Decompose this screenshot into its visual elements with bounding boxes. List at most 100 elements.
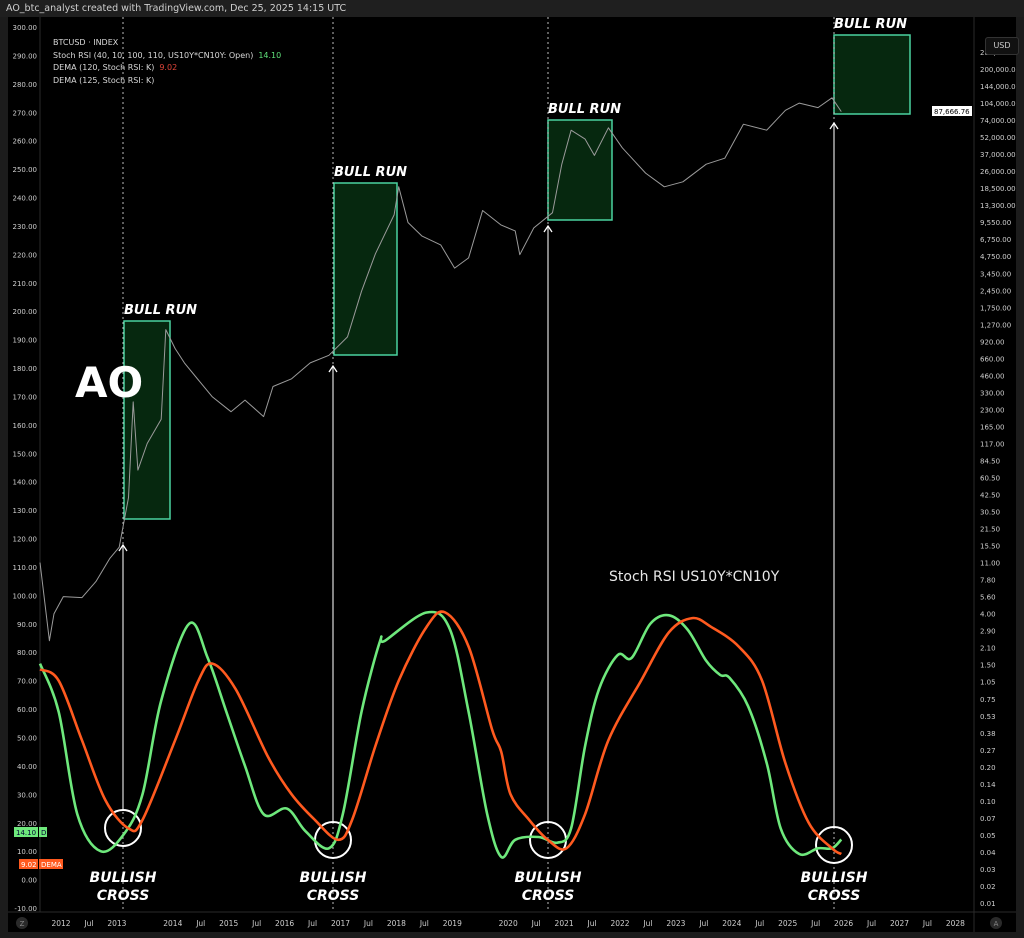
bull-run-box [833,34,911,115]
right-axis-tick: 42.50 [980,492,1000,500]
right-axis-tick: 60.50 [980,475,1000,483]
currency-button[interactable]: USD [985,37,1019,55]
right-axis-tick: 1.50 [980,662,996,670]
bullish-cross-label: CROSS [97,888,150,904]
indicator-title: Stoch RSI US10Y*CN10Y [609,569,780,585]
right-axis-tick: 104,000.00 [980,100,1016,108]
right-axis-tick: 7.80 [980,577,996,585]
left-axis-tick: 40.00 [17,763,37,771]
right-axis-tick: 660.00 [980,355,1005,363]
left-axis-tick: 190.00 [13,337,38,345]
time-axis-tick: 2020 [499,919,518,928]
left-axis-tick: 0.00 [21,877,37,885]
time-axis-tick: 2015 [219,919,238,928]
chart-panel[interactable]: 300.00 290.00 280.00 270.00 260.00 250.00 240.… [8,17,1019,932]
time-axis-tick: Jul [922,919,932,928]
right-axis-tick: 144,000.00 [980,83,1016,91]
right-axis-tick: 21.50 [980,526,1000,534]
right-axis-tick: 1,270.00 [980,321,1011,329]
right-axis-tick: 0.05 [980,832,996,840]
stoch-label-badge-bg [39,827,47,837]
time-axis-tick: 2019 [443,919,462,928]
bull-run-box [333,182,398,356]
dema-value-badge-bg [19,859,38,869]
btc-price-line [39,97,842,642]
right-axis-tick: 0.75 [980,696,996,704]
left-axis-tick: 110.00 [13,564,38,572]
auto-scale-button[interactable] [990,917,1002,929]
left-axis-tick: 250.00 [13,166,38,174]
time-axis-tick: 2023 [666,919,685,928]
chart-title: AO_btc_analyst created with TradingView.… [6,3,347,14]
right-axis-tick: 0.07 [980,815,996,823]
legend-stoch-value: 14.10 [258,50,282,60]
right-axis-tick: 0.01 [980,900,996,908]
bull-run-label: BULL RUN [548,102,621,117]
legend-stoch: Stoch RSI (40, 10, 100, 110, US10Y*CN10Y… [53,50,281,63]
time-axis-tick: 2013 [107,919,126,928]
zoom-toggle-button[interactable] [16,917,28,929]
time-axis-tick: 2012 [51,919,70,928]
right-axis-tick: 0.20 [980,764,996,772]
right-axis-tick: 84.50 [980,457,1000,465]
time-axis-tick: Jul [810,919,820,928]
left-axis-tick: 300.00 [13,24,38,32]
left-axis-tick: -10.00 [14,905,37,913]
dema-line [39,610,842,856]
right-axis-tick: 230.00 [980,406,1005,414]
time-axis-tick: 2017 [331,919,350,928]
left-axis-tick: 280.00 [13,81,38,89]
bullish-cross-label: BULLISH [801,870,868,886]
right-axis-tick: 4,750.00 [980,253,1011,261]
right-axis-tick: 26,000.00 [980,168,1016,176]
right-axis-tick: 9,550.00 [980,219,1011,227]
bull-run-label: BULL RUN [124,303,197,318]
auto-scale-label: A [994,920,999,928]
time-axis-tick: 2026 [834,919,853,928]
chart-title-bar: AO_btc_analyst created with TradingView.… [0,0,1024,17]
bullish-cross-label: BULLISH [300,870,367,886]
right-axis-tick: 1.05 [980,679,996,687]
left-axis-tick: 150.00 [13,450,38,458]
time-axis-tick: Jul [698,919,708,928]
left-axis-tick: 90.00 [17,621,37,629]
left-axis-tick: 120.00 [13,536,38,544]
right-axis-tick: 2,450.00 [980,287,1011,295]
right-axis-tick: 37,000.00 [980,151,1016,159]
chart-canvas[interactable]: 300.00 290.00 280.00 270.00 260.00 250.00 240.… [8,17,1016,932]
time-axis-tick: 2014 [163,919,182,928]
time-axis-tick: 2024 [722,919,741,928]
left-axis-tick: 100.00 [13,592,38,600]
stoch-value-badge-bg [14,827,38,837]
left-axis-tick: 70.00 [17,678,37,686]
right-axis-tick: 165.00 [980,423,1005,431]
left-axis-tick: 60.00 [17,706,37,714]
right-axis-tick: 0.27 [980,747,996,755]
bullish-cross-circle [104,809,142,847]
right-axis-tick: 13,300.00 [980,202,1016,210]
right-axis-tick: 3,450.00 [980,270,1011,278]
time-axis-tick: 2018 [387,919,406,928]
right-axis-tick: 18,500.00 [980,185,1016,193]
time-axis-tick: Jul [83,919,93,928]
legend-dema1: DEMA (120, Stoch RSI: K) 9.02 [53,62,281,75]
left-axis-tick: 270.00 [13,109,38,117]
arrow-up-icon [328,364,338,373]
right-axis-tick: 0.14 [980,781,996,789]
left-axis-tick: 140.00 [13,479,38,487]
legend-symbol: BTCUSD · INDEX [53,38,119,47]
legend-dema1-label: DEMA (120, Stoch RSI: K) [53,63,155,72]
left-axis-tick: 50.00 [17,735,37,743]
dema-label-badge-bg [39,859,63,869]
time-axis-tick: Jul [419,919,429,928]
time-axis-tick: Jul [307,919,317,928]
time-axis-tick: Jul [642,919,652,928]
stoch-value-badge: 14.10 [16,829,36,837]
arrow-up-icon [118,543,128,552]
time-axis-tick: Jul [363,919,373,928]
left-axis-tick: 230.00 [13,223,38,231]
bullish-cross-label: CROSS [808,888,861,904]
time-axis-tick: Jul [531,919,541,928]
left-axis-tick: 80.00 [17,649,37,657]
right-axis-tick: 0.02 [980,883,996,891]
